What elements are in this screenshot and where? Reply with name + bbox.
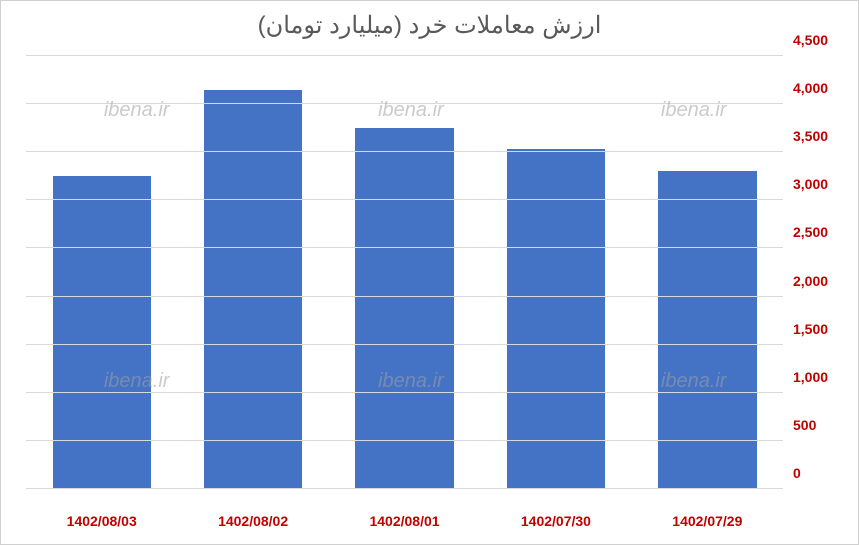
plot-area: 05001,0001,5002,0002,5003,0003,5004,0004… [26, 56, 783, 489]
y-tick-label: 2,000 [793, 273, 848, 289]
chart-title: ارزش معاملات خرد (میلیارد تومان) [1, 1, 858, 45]
x-axis-labels: 1402/07/291402/07/301402/08/011402/08/02… [26, 513, 783, 529]
bar-slot [26, 56, 177, 489]
bar-slot [632, 56, 783, 489]
y-tick-label: 3,000 [793, 176, 848, 192]
grid-line [26, 151, 783, 152]
bar [658, 171, 756, 489]
grid-line [26, 55, 783, 56]
y-tick-label: 1,500 [793, 321, 848, 337]
y-tick-label: 0 [793, 465, 848, 481]
bar [355, 128, 453, 489]
y-tick-label: 2,500 [793, 224, 848, 240]
bars-area [26, 56, 783, 489]
grid-line [26, 344, 783, 345]
grid-line [26, 296, 783, 297]
grid-line [26, 247, 783, 248]
x-axis-label: 1402/08/02 [177, 513, 328, 529]
grid-line [26, 199, 783, 200]
y-tick-label: 1,000 [793, 369, 848, 385]
grid-line [26, 488, 783, 489]
y-tick-label: 4,000 [793, 80, 848, 96]
x-axis-label: 1402/08/01 [329, 513, 480, 529]
bar [204, 90, 302, 489]
y-tick-label: 500 [793, 417, 848, 433]
bar [53, 176, 151, 489]
x-axis-label: 1402/07/29 [632, 513, 783, 529]
y-tick-label: 3,500 [793, 128, 848, 144]
grid-line [26, 103, 783, 104]
chart-container: ارزش معاملات خرد (میلیارد تومان) 05001,0… [0, 0, 859, 545]
x-axis-label: 1402/08/03 [26, 513, 177, 529]
grid-line [26, 392, 783, 393]
x-axis-label: 1402/07/30 [480, 513, 631, 529]
grid-line [26, 440, 783, 441]
y-tick-label: 4,500 [793, 32, 848, 48]
bar-slot [177, 56, 328, 489]
bar-slot [480, 56, 631, 489]
bar-slot [329, 56, 480, 489]
